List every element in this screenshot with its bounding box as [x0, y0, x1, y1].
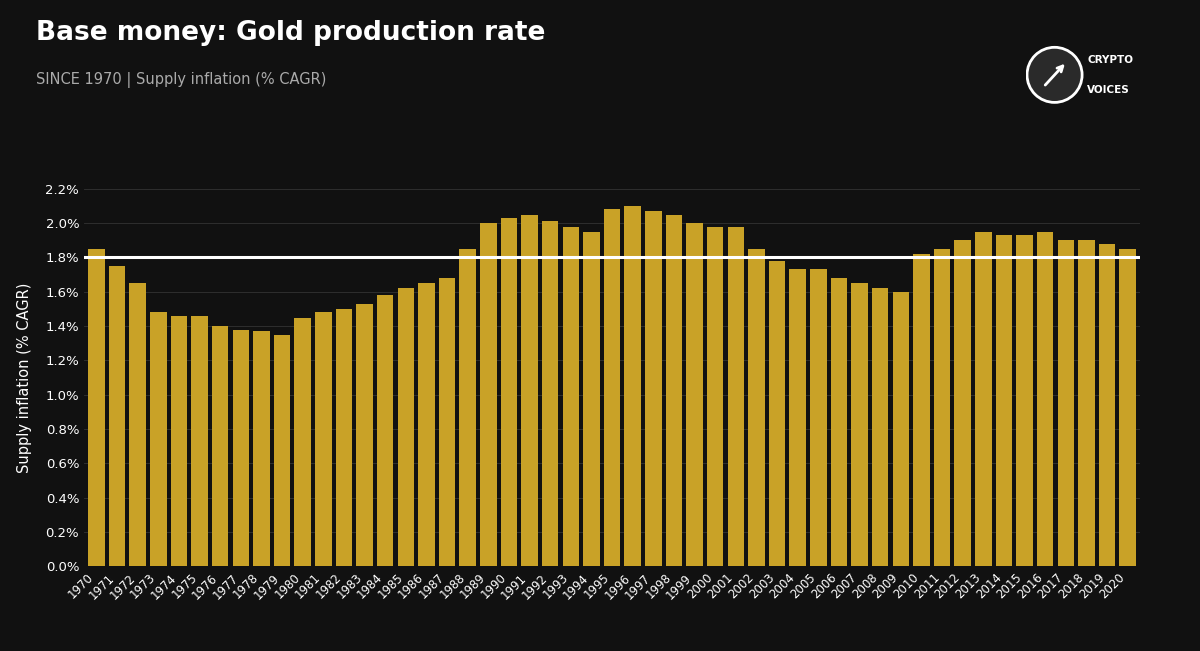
- Bar: [418, 283, 434, 566]
- Bar: [191, 316, 208, 566]
- Bar: [913, 254, 930, 566]
- Bar: [233, 329, 250, 566]
- Bar: [500, 218, 517, 566]
- Bar: [563, 227, 580, 566]
- Bar: [996, 235, 1012, 566]
- Bar: [954, 240, 971, 566]
- Bar: [88, 249, 104, 566]
- Bar: [460, 249, 476, 566]
- Bar: [830, 278, 847, 566]
- Bar: [480, 223, 497, 566]
- Bar: [769, 261, 785, 566]
- Bar: [1078, 240, 1094, 566]
- Y-axis label: Supply inflation (% CAGR): Supply inflation (% CAGR): [17, 283, 31, 473]
- Bar: [274, 335, 290, 566]
- Text: VOICES: VOICES: [1087, 85, 1130, 95]
- Bar: [542, 221, 558, 566]
- Bar: [1037, 232, 1054, 566]
- Bar: [974, 232, 991, 566]
- Bar: [1099, 243, 1115, 566]
- Bar: [109, 266, 125, 566]
- Bar: [150, 312, 167, 566]
- Bar: [748, 249, 764, 566]
- Circle shape: [1027, 48, 1082, 102]
- Bar: [646, 211, 661, 566]
- Text: SINCE 1970 | Supply inflation (% CAGR): SINCE 1970 | Supply inflation (% CAGR): [36, 72, 326, 88]
- Bar: [707, 227, 724, 566]
- Bar: [397, 288, 414, 566]
- Bar: [893, 292, 910, 566]
- Bar: [727, 227, 744, 566]
- Bar: [934, 249, 950, 566]
- Bar: [253, 331, 270, 566]
- Bar: [666, 215, 682, 566]
- Bar: [377, 295, 394, 566]
- Bar: [686, 223, 703, 566]
- Bar: [336, 309, 352, 566]
- Bar: [314, 312, 331, 566]
- Bar: [872, 288, 888, 566]
- Bar: [810, 270, 827, 566]
- Bar: [604, 210, 620, 566]
- Bar: [170, 316, 187, 566]
- Bar: [1057, 240, 1074, 566]
- Bar: [624, 206, 641, 566]
- Bar: [130, 283, 146, 566]
- Text: Base money: Gold production rate: Base money: Gold production rate: [36, 20, 545, 46]
- Bar: [294, 318, 311, 566]
- Bar: [212, 326, 228, 566]
- Bar: [1120, 249, 1136, 566]
- Bar: [851, 283, 868, 566]
- Bar: [583, 232, 600, 566]
- Bar: [790, 270, 806, 566]
- Bar: [1016, 235, 1033, 566]
- Bar: [356, 304, 373, 566]
- Bar: [439, 278, 455, 566]
- Text: CRYPTO: CRYPTO: [1087, 55, 1133, 64]
- Bar: [521, 215, 538, 566]
